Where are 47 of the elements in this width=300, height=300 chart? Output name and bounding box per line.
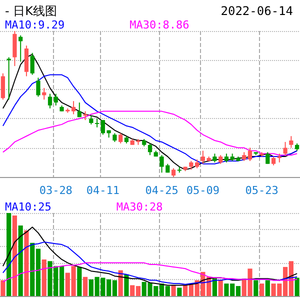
candlestick: [266, 152, 270, 164]
candlestick: [54, 93, 58, 106]
x-tick-label: 04-11: [86, 184, 120, 197]
bar: [254, 280, 258, 296]
candlestick: [6, 56, 11, 100]
bar: [12, 215, 18, 296]
bar: [294, 278, 300, 296]
candlestick: [30, 52, 34, 76]
candlestick: [48, 93, 52, 109]
candlestick: [12, 30, 17, 67]
bar: [82, 276, 88, 296]
text: 2022-06-14: [220, 4, 294, 18]
text: MA10:25: [5, 200, 52, 214]
bar: [177, 288, 182, 296]
bar: [212, 278, 218, 296]
bar: [24, 230, 29, 296]
candlestick: [36, 77, 40, 98]
candlestick: [95, 118, 100, 128]
text: MA30:28: [116, 200, 163, 214]
bar: [18, 225, 23, 296]
bar: [42, 259, 46, 296]
bar: [171, 285, 176, 296]
candlestick: [283, 141, 288, 156]
bar: [6, 213, 12, 296]
x-tick-label: 03-28: [39, 184, 72, 197]
chart-title: - 日K线图: [5, 4, 58, 18]
candlestick: [148, 142, 152, 156]
candlestick: [77, 102, 82, 118]
candlestick: [24, 45, 29, 77]
candlestick: [71, 100, 76, 115]
text: MA10:9.29: [5, 18, 65, 32]
bar: [77, 266, 82, 296]
candlestick: [200, 150, 205, 164]
candlestick: [289, 136, 294, 148]
x-tick-label: 04-25: [145, 184, 178, 197]
bar: [259, 284, 264, 296]
bar: [218, 280, 223, 296]
bar: [124, 274, 129, 296]
candlestick: [118, 132, 123, 144]
candlestick: [0, 72, 5, 100]
x-tick-label: 05-09: [186, 184, 220, 197]
text: MA30:8.86: [130, 18, 190, 32]
bar: [265, 280, 270, 296]
x-tick-label: 05-23: [245, 184, 278, 197]
candlestick: [100, 120, 105, 136]
candlestick: [248, 147, 252, 162]
bar: [0, 280, 6, 296]
